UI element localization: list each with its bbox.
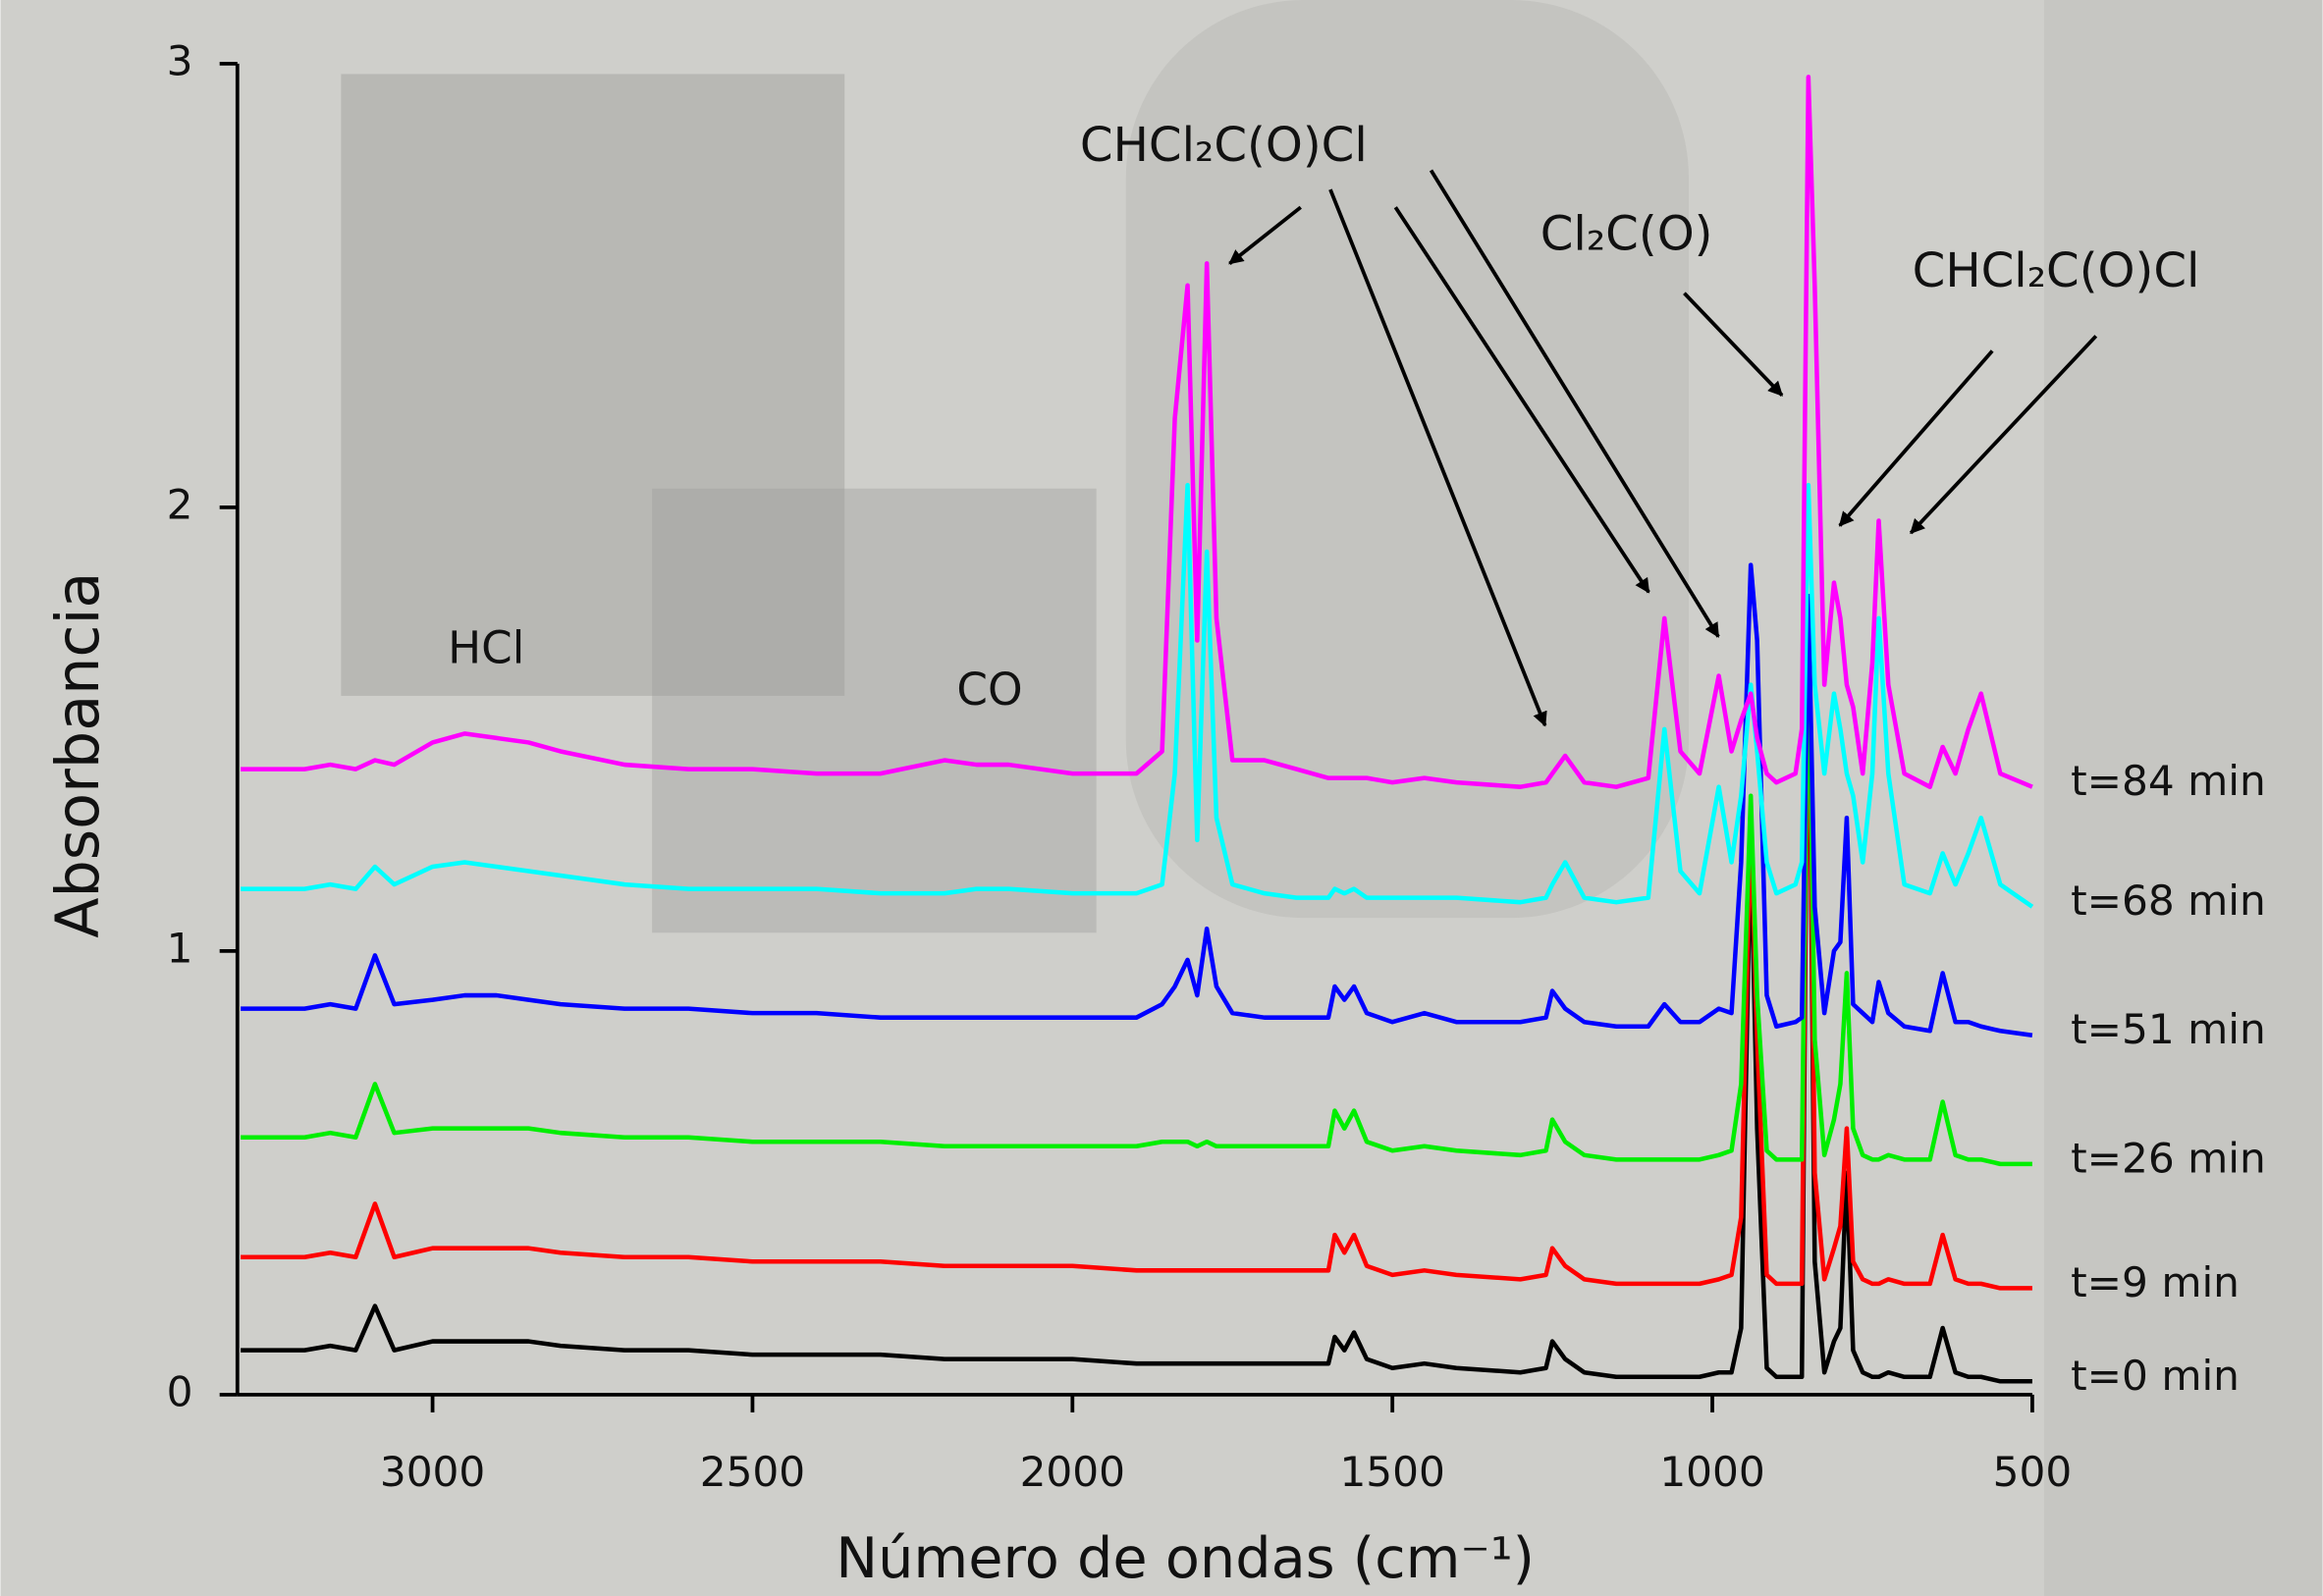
y-tick-label: 2 (167, 480, 193, 528)
annotation: HCl (448, 622, 524, 674)
annotation: CHCl₂C(O)Cl (1080, 118, 1368, 173)
chart: Absorbancia Número de ondas (cm⁻¹) 0 1 2 3 3… (0, 0, 2323, 1596)
series-label: t=84 min (2071, 757, 2266, 805)
annotation: CO (956, 664, 1022, 716)
y-axis-label: Absorbancia (44, 572, 113, 938)
x-tick-label: 2500 (700, 1448, 805, 1496)
annotation: Cl₂C(O) (1540, 206, 1713, 261)
y-tick-label: 1 (167, 924, 193, 972)
background-shape (652, 489, 1097, 933)
y-tick-label: 3 (167, 36, 193, 84)
x-tick-label: 1000 (1659, 1448, 1764, 1496)
x-tick-label: 500 (1993, 1448, 2073, 1496)
x-tick-label: 2000 (1020, 1448, 1125, 1496)
series-label: t=68 min (2071, 877, 2266, 925)
series-label: t=51 min (2071, 1005, 2266, 1053)
series-label: t=9 min (2071, 1258, 2240, 1306)
y-tick-label: 0 (167, 1367, 193, 1415)
x-tick-label: 3000 (380, 1448, 485, 1496)
annotation: CHCl₂C(O)Cl (1913, 243, 2200, 298)
series-label: t=26 min (2071, 1134, 2266, 1182)
x-axis-label: Número de ondas (cm⁻¹) (836, 1525, 1535, 1591)
x-tick-label: 1500 (1339, 1448, 1444, 1496)
page: Absorbancia Número de ondas (cm⁻¹) 0 1 2 3 3… (0, 0, 2323, 1596)
series-label: t=0 min (2071, 1352, 2240, 1400)
